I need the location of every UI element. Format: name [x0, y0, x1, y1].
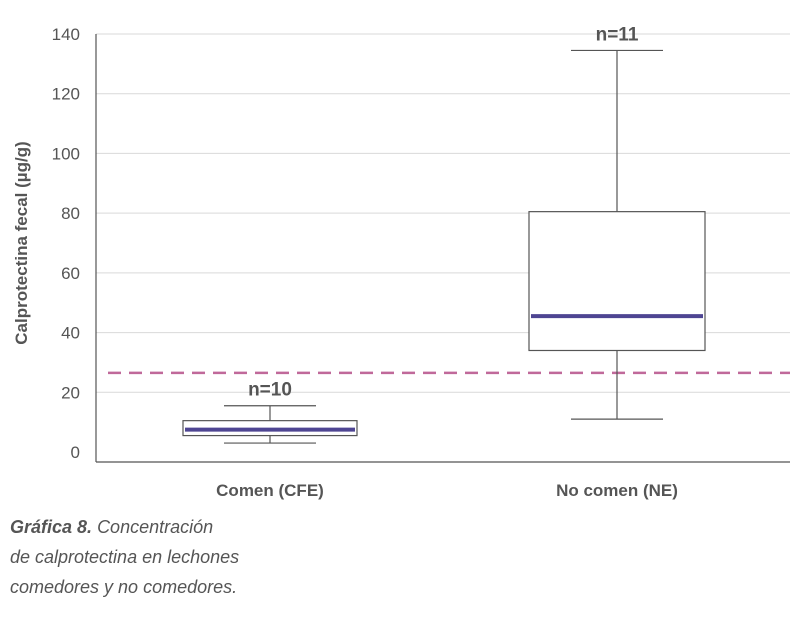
box-2: n=11 — [528, 24, 706, 420]
y-tick-label: 100 — [52, 144, 80, 163]
sample-size-label: n=11 — [596, 24, 639, 45]
boxes: n=10 n=11 — [182, 24, 706, 444]
y-tick-label: 20 — [61, 383, 80, 402]
y-axis-title: Calprotectina fecal (µg/g) — [12, 141, 31, 344]
category-labels: Comen (CFE) No comen (NE) — [216, 481, 678, 500]
y-tick-label: 80 — [61, 204, 80, 223]
box-plot-chart: 0 20 40 60 80 100 120 140 n=10 n=11 Comen (CFE) N… — [12, 24, 790, 500]
caption-line-1: Concentración — [97, 517, 214, 537]
y-tick-label: 120 — [52, 85, 80, 104]
y-tick-label: 0 — [71, 443, 80, 462]
figure-caption: Gráfica 8. Concentración de calprotectin… — [10, 512, 310, 602]
caption-line-2: de calprotectina en lechones — [10, 547, 240, 567]
y-tick-labels: 0 20 40 60 80 100 120 140 — [52, 25, 80, 462]
y-tick-label: 40 — [61, 324, 80, 343]
sample-size-label: n=10 — [248, 380, 292, 401]
y-tick-label: 140 — [52, 25, 80, 44]
axes — [95, 34, 790, 463]
y-tick-label: 60 — [61, 264, 80, 283]
grid-lines — [96, 33, 790, 393]
category-label: Comen (CFE) — [216, 481, 324, 500]
box-1: n=10 — [182, 380, 358, 444]
category-label: No comen (NE) — [556, 481, 678, 500]
caption-title: Gráfica 8. — [10, 517, 93, 537]
box-iqr — [528, 211, 706, 352]
caption-line-3: comedores y no comedores. — [10, 577, 238, 597]
